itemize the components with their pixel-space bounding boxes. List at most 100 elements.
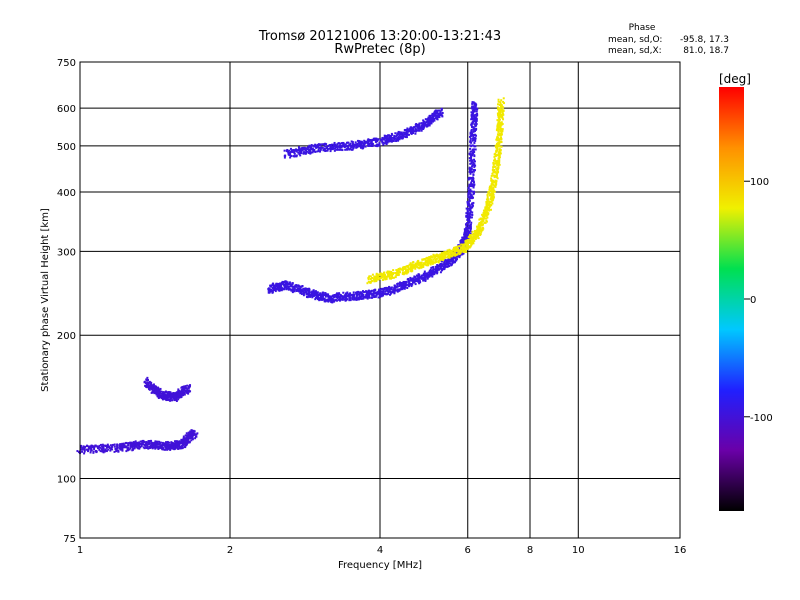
data-point <box>394 132 397 135</box>
data-point <box>471 106 474 109</box>
data-point <box>158 389 161 392</box>
data-point <box>327 300 330 303</box>
data-point <box>382 291 385 294</box>
data-point <box>469 232 472 235</box>
data-point <box>449 262 452 265</box>
data-point <box>367 280 370 283</box>
data-point <box>316 150 319 153</box>
data-point <box>173 442 176 445</box>
data-point <box>383 134 386 137</box>
data-point <box>467 220 470 223</box>
data-point <box>501 111 504 114</box>
data-point <box>162 447 165 450</box>
data-point <box>492 190 495 193</box>
data-point <box>442 266 445 269</box>
data-point <box>388 288 391 291</box>
data-point <box>392 276 395 279</box>
data-point <box>346 145 349 148</box>
data-point <box>469 229 472 232</box>
data-point <box>333 300 336 303</box>
data-point <box>373 280 376 283</box>
data-point <box>285 286 288 289</box>
data-point <box>347 141 350 144</box>
data-point <box>482 209 485 212</box>
data-point <box>473 123 476 126</box>
data-point <box>473 110 476 113</box>
data-point <box>293 155 296 158</box>
data-point <box>422 265 425 268</box>
data-point <box>469 159 472 162</box>
data-point <box>318 150 321 153</box>
data-point <box>389 140 392 143</box>
data-point <box>180 389 183 392</box>
data-point <box>491 172 494 175</box>
data-point <box>403 135 406 138</box>
data-point <box>334 143 337 146</box>
data-point <box>474 237 477 240</box>
data-point <box>451 251 454 254</box>
data-point <box>425 275 428 278</box>
data-point <box>431 272 434 275</box>
data-point <box>382 273 385 276</box>
data-point <box>166 443 169 446</box>
data-point <box>383 138 386 141</box>
data-point <box>389 134 392 137</box>
chart-title: Tromsø 20121006 13:20:00-13:21:43 <box>258 29 501 44</box>
data-point <box>462 246 465 249</box>
data-point <box>471 139 474 142</box>
data-point <box>488 209 491 212</box>
data-point <box>465 223 468 226</box>
data-point <box>491 199 494 202</box>
data-point <box>293 152 296 155</box>
data-point <box>154 447 157 450</box>
data-point <box>374 288 377 291</box>
data-point <box>124 445 127 448</box>
data-point <box>455 249 458 252</box>
data-point <box>454 252 457 255</box>
data-point <box>474 164 477 167</box>
data-point <box>369 275 372 278</box>
data-point <box>396 132 399 135</box>
data-point <box>497 125 500 128</box>
data-point <box>131 448 134 451</box>
data-point <box>388 137 391 140</box>
data-point <box>503 102 506 105</box>
data-point <box>478 218 481 221</box>
data-point <box>386 138 389 141</box>
data-point <box>448 248 451 251</box>
data-point <box>348 295 351 298</box>
data-point <box>83 452 86 455</box>
data-point <box>164 443 167 446</box>
data-point <box>407 266 410 269</box>
data-point <box>267 289 270 292</box>
data-point <box>463 233 466 236</box>
data-point <box>381 287 384 290</box>
data-point <box>470 197 473 200</box>
data-point <box>414 267 417 270</box>
data-point <box>499 105 502 108</box>
data-point <box>190 439 193 442</box>
data-point <box>405 271 408 274</box>
data-point <box>358 145 361 148</box>
data-point <box>493 174 496 177</box>
data-point <box>147 440 150 443</box>
data-point <box>105 445 108 448</box>
data-point <box>499 126 502 129</box>
data-point <box>406 129 409 132</box>
data-point <box>429 273 432 276</box>
data-point <box>314 290 317 293</box>
data-point <box>353 298 356 301</box>
data-point <box>144 442 147 445</box>
data-point <box>360 297 363 300</box>
data-point <box>336 145 339 148</box>
data-point <box>145 386 148 389</box>
data-point <box>409 126 412 129</box>
data-point <box>433 257 436 260</box>
data-point <box>331 301 334 304</box>
data-point <box>299 152 302 155</box>
data-point <box>490 188 493 191</box>
data-point <box>440 263 443 266</box>
data-point <box>472 193 475 196</box>
data-point <box>491 193 494 196</box>
data-point <box>397 130 400 133</box>
